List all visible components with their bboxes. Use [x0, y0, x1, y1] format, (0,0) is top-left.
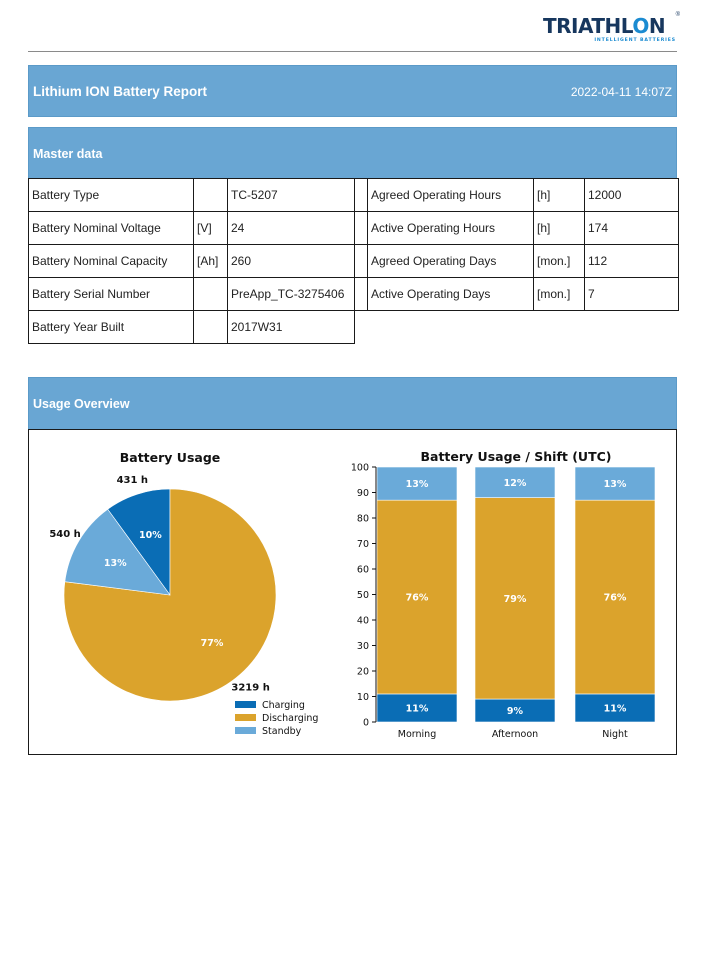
field-label: Battery Nominal Voltage — [28, 211, 194, 245]
report-header: Lithium ION Battery Report 2022-04-11 14… — [28, 65, 677, 117]
pie-chart-title: Battery Usage — [120, 450, 221, 465]
bar-value-label: 9% — [507, 706, 524, 717]
spacer-cell — [354, 178, 368, 212]
spacer-cell — [354, 277, 368, 311]
field-label: Active Operating Days — [367, 277, 534, 311]
bar-value-label: 76% — [604, 593, 627, 604]
bar-value-label: 11% — [604, 703, 627, 714]
y-tick-label: 80 — [357, 514, 369, 525]
logo-wordmark: TRIATHLON — [543, 14, 666, 38]
field-label: Agreed Operating Hours — [367, 178, 534, 212]
field-value: PreApp_TC-3275406 — [227, 277, 355, 311]
pie-percent-label: 13% — [104, 558, 127, 569]
field-value: 7 — [584, 277, 679, 311]
master-data-title: Master data — [33, 147, 103, 161]
legend-swatch-discharging — [235, 714, 256, 721]
logo-tagline: INTELLIGENT BATTERIES — [594, 38, 676, 43]
bar-segment-standby-morning — [376, 466, 458, 501]
field-label: Battery Serial Number — [28, 277, 194, 311]
bar-segment-discharging-night — [574, 499, 656, 695]
pie-hours-label: 3219 h — [231, 682, 269, 693]
field-value: 24 — [227, 211, 355, 245]
table-row: Battery Nominal Capacity [Ah] 260 Agreed… — [28, 244, 679, 278]
pie-hours-label: 431 h — [117, 475, 148, 486]
usage-charts: Battery Usage 10% 431 h 77% 3219 h 13% 540 h Ch… — [49, 449, 656, 740]
bar-segment-discharging-morning — [376, 499, 458, 695]
field-label: Battery Nominal Capacity — [28, 244, 194, 278]
registered-mark: ® — [675, 12, 680, 18]
y-tick-label: 90 — [357, 488, 369, 499]
legend-label-charging: Charging — [262, 700, 305, 711]
bar-segment-standby-night — [574, 466, 656, 501]
field-value: 174 — [584, 211, 679, 245]
bar-chart-title: Battery Usage / Shift (UTC) — [420, 449, 611, 464]
bar-segment-charging-night — [574, 693, 656, 723]
field-label: Agreed Operating Days — [367, 244, 534, 278]
report-timestamp: 2022-04-11 14:07Z — [570, 85, 672, 99]
legend-label-discharging: Discharging — [262, 713, 318, 724]
y-tick-label: 10 — [357, 692, 369, 703]
field-value: 112 — [584, 244, 679, 278]
field-unit: [mon.] — [533, 244, 585, 278]
field-unit: [mon.] — [533, 277, 585, 311]
field-value: 260 — [227, 244, 355, 278]
pie-percent-label: 10% — [139, 530, 162, 541]
x-tick-label: Morning — [398, 729, 436, 740]
usage-overview-title: Usage Overview — [33, 397, 130, 411]
field-label: Battery Type — [28, 178, 194, 212]
bar-value-label: 13% — [604, 479, 627, 490]
table-row: Battery Type TC-5207 Agreed Operating Ho… — [28, 178, 679, 212]
header-divider — [28, 51, 677, 52]
pie-hours-label: 540 h — [49, 529, 80, 540]
y-tick-label: 60 — [357, 565, 369, 576]
triathlon-logo: TRIATHLON ® INTELLIGENT BATTERIES — [540, 12, 682, 45]
legend-label-standby: Standby — [262, 726, 302, 737]
field-unit: [V] — [193, 211, 228, 245]
table-row: Battery Serial Number PreApp_TC-3275406 … — [28, 277, 679, 311]
y-tick-label: 70 — [357, 539, 369, 550]
x-tick-label: Night — [602, 729, 628, 740]
y-tick-label: 40 — [357, 616, 369, 627]
usage-overview-header: Usage Overview — [28, 377, 677, 430]
spacer-cell — [354, 211, 368, 245]
field-unit — [193, 277, 228, 311]
master-data-table: Battery Type TC-5207 Agreed Operating Ho… — [28, 178, 679, 344]
table-row: Battery Nominal Voltage [V] 24 Active Op… — [28, 211, 679, 245]
usage-charts-panel: Battery Usage 10% 431 h 77% 3219 h 13% 540 h Ch… — [28, 429, 677, 755]
field-value: 12000 — [584, 178, 679, 212]
field-label: Active Operating Hours — [367, 211, 534, 245]
y-tick-label: 50 — [357, 590, 369, 601]
master-data-header: Master data — [28, 127, 677, 179]
field-label: Battery Year Built — [28, 310, 194, 344]
y-tick-label: 30 — [357, 641, 369, 652]
x-tick-label: Afternoon — [492, 729, 538, 740]
y-tick-label: 20 — [357, 667, 369, 678]
empty-cell — [355, 311, 679, 344]
field-unit — [193, 178, 228, 212]
report-title: Lithium ION Battery Report — [33, 84, 208, 99]
bar-value-label: 76% — [406, 593, 429, 604]
bar-segment-standby-afternoon — [474, 466, 556, 498]
legend-swatch-charging — [235, 701, 256, 708]
bar-value-label: 12% — [504, 478, 527, 489]
spacer-cell — [354, 244, 368, 278]
y-tick-label: 100 — [351, 463, 369, 474]
bar-value-label: 79% — [504, 594, 527, 605]
pie-slice-standby — [64, 508, 171, 596]
bar-value-label: 11% — [406, 703, 429, 714]
pie-percent-label: 77% — [201, 638, 224, 649]
field-unit: [h] — [533, 211, 585, 245]
field-value: TC-5207 — [227, 178, 355, 212]
bar-value-label: 13% — [406, 479, 429, 490]
field-unit — [193, 310, 228, 344]
field-unit: [h] — [533, 178, 585, 212]
field-unit: [Ah] — [193, 244, 228, 278]
legend-swatch-standby — [235, 727, 256, 734]
table-row: Battery Year Built 2017W31 — [28, 310, 679, 344]
field-value: 2017W31 — [227, 310, 355, 344]
y-tick-label: 0 — [363, 718, 369, 729]
